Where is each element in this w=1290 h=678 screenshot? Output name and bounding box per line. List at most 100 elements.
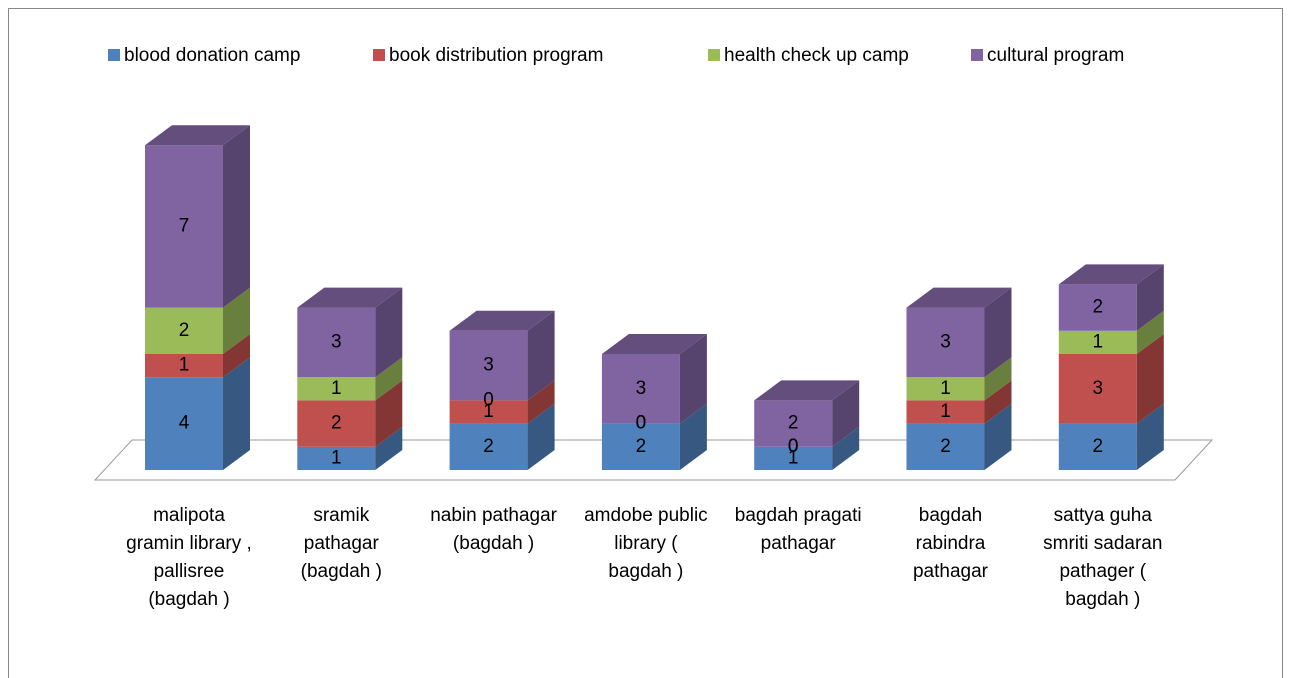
bar-segment (145, 377, 223, 470)
bar-side (527, 403, 555, 470)
bar-segment (297, 377, 376, 401)
bar-segment (1058, 284, 1137, 331)
bar-side (527, 380, 555, 424)
bar-segment (906, 423, 985, 470)
bar-segment (297, 307, 376, 378)
data-label: 2 (179, 320, 190, 341)
bar-side (375, 426, 403, 470)
legend-label: cultural program (987, 45, 1124, 66)
bar-segment (601, 423, 680, 470)
x-tick-label: sattya guha smriti sadaran pathager ( ba… (1043, 505, 1163, 610)
bar-top (754, 380, 860, 401)
data-label: 4 (179, 413, 190, 434)
bar-top (906, 287, 1012, 308)
bar-side (1136, 264, 1164, 331)
bar-side (223, 125, 250, 308)
bar-top (297, 287, 403, 308)
bar-side (679, 403, 707, 470)
data-label: 0 (636, 413, 647, 434)
data-label: 3 (940, 331, 951, 352)
bar-segment (754, 400, 833, 447)
data-label: 1 (940, 378, 951, 399)
x-tick-label: bagdah pragati pathagar (734, 505, 862, 554)
bar-side (679, 334, 707, 424)
x-tick-label: sramik pathagar (bagdah ) (300, 505, 382, 582)
x-tick-label: amdobe public library ( bagdah ) (584, 505, 708, 582)
data-label: 1 (788, 447, 799, 468)
chart-border (8, 8, 1283, 678)
data-label: 0 (483, 389, 494, 410)
bar-side (832, 426, 860, 470)
bar-segment (1058, 354, 1137, 424)
data-label: 2 (1093, 436, 1104, 457)
x-tick-label: nabin pathagar (bagdah ) (430, 505, 557, 554)
legend-swatch (971, 49, 983, 61)
data-label: 1 (483, 401, 494, 422)
bar-top (601, 334, 707, 354)
data-label: 2 (1093, 297, 1104, 318)
bar-segment (145, 354, 223, 378)
bar-side (984, 403, 1012, 470)
bar-side (1136, 403, 1164, 470)
bar-side (527, 310, 555, 401)
data-label: 1 (179, 355, 190, 376)
bar-segment (1058, 330, 1137, 354)
bar-segment (906, 400, 985, 424)
x-tick-label: bagdah rabindra pathagar (912, 505, 988, 582)
bar-segment (449, 400, 528, 424)
data-label: 3 (1093, 378, 1104, 399)
bar-segment (297, 400, 376, 447)
data-label: 0 (788, 436, 799, 457)
data-label: 3 (636, 378, 647, 399)
data-label: 1 (331, 378, 342, 399)
data-label: 2 (483, 436, 494, 457)
bar-segment (754, 446, 833, 470)
bar-segment (297, 446, 376, 470)
bar-segment (601, 354, 680, 424)
data-label: 1 (1093, 331, 1104, 352)
bar-segment (906, 307, 985, 378)
data-label: 3 (331, 331, 342, 352)
legend-label: health check up camp (724, 45, 909, 66)
bar-side (1136, 334, 1164, 424)
data-label: 2 (940, 436, 951, 457)
data-label: 1 (331, 447, 342, 468)
legend-swatch (373, 49, 385, 61)
bar-segment (145, 307, 223, 354)
bar-side (832, 380, 860, 447)
bar-side (375, 287, 403, 378)
data-label: 0 (636, 413, 647, 434)
legend-label: book distribution program (389, 45, 603, 66)
bar-segment (145, 145, 223, 308)
bar-side (375, 357, 403, 401)
bar-side (984, 380, 1012, 424)
bar-segment (449, 423, 528, 470)
bar-side (375, 380, 403, 447)
bar-side (223, 334, 250, 378)
data-label: 2 (331, 413, 342, 434)
bar-segment (449, 330, 528, 401)
data-label: 2 (636, 436, 647, 457)
bar-side (984, 287, 1012, 378)
data-label: 3 (483, 355, 494, 376)
data-label: 0 (788, 436, 799, 457)
bar-top (449, 310, 555, 331)
bar-side (984, 357, 1012, 401)
bar-side (1136, 310, 1164, 354)
bar-segment (906, 377, 985, 401)
legend-label: blood donation camp (124, 45, 300, 66)
legend-swatch (708, 49, 720, 61)
floor (93, 439, 1214, 481)
bar-top (1058, 264, 1164, 285)
bar-side (223, 357, 250, 470)
bar-side (223, 287, 250, 354)
legend-swatch (108, 49, 120, 61)
bar-segment (1058, 423, 1137, 470)
data-label: 7 (179, 215, 190, 236)
x-tick-label: malipota gramin library , pallisree (bag… (126, 505, 252, 610)
data-label: 2 (788, 413, 799, 434)
data-label: 1 (940, 401, 951, 422)
bar-top (145, 125, 250, 146)
